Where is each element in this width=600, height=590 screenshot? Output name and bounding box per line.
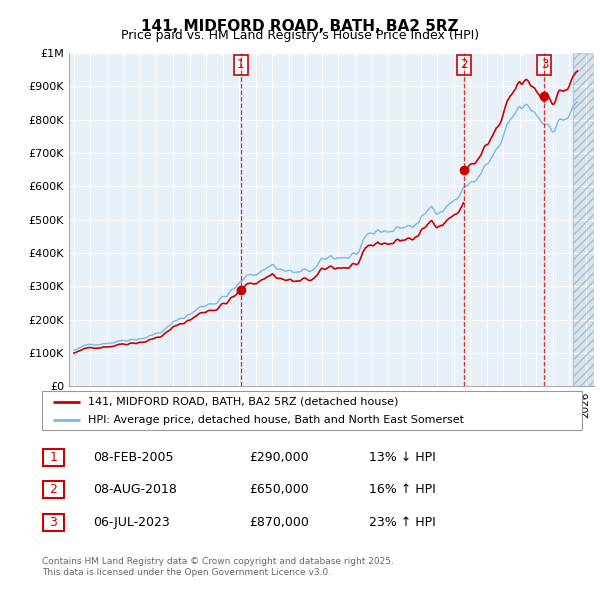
Text: Contains HM Land Registry data © Crown copyright and database right 2025.: Contains HM Land Registry data © Crown c… — [42, 557, 394, 566]
Text: £650,000: £650,000 — [249, 483, 309, 496]
Text: 13% ↓ HPI: 13% ↓ HPI — [369, 451, 436, 464]
Text: 2: 2 — [49, 483, 58, 496]
Text: This data is licensed under the Open Government Licence v3.0.: This data is licensed under the Open Gov… — [42, 568, 331, 577]
Text: 16% ↑ HPI: 16% ↑ HPI — [369, 483, 436, 496]
Text: 3: 3 — [49, 516, 58, 529]
Bar — [572, 53, 594, 386]
Text: 08-AUG-2018: 08-AUG-2018 — [93, 483, 177, 496]
Text: 141, MIDFORD ROAD, BATH, BA2 5RZ: 141, MIDFORD ROAD, BATH, BA2 5RZ — [141, 19, 459, 34]
Text: Price paid vs. HM Land Registry's House Price Index (HPI): Price paid vs. HM Land Registry's House … — [121, 30, 479, 42]
Text: 3: 3 — [541, 58, 548, 71]
Text: £870,000: £870,000 — [249, 516, 309, 529]
Text: 06-JUL-2023: 06-JUL-2023 — [93, 516, 170, 529]
Text: 23% ↑ HPI: 23% ↑ HPI — [369, 516, 436, 529]
Text: HPI: Average price, detached house, Bath and North East Somerset: HPI: Average price, detached house, Bath… — [88, 415, 464, 425]
Text: 1: 1 — [237, 58, 244, 71]
Bar — [572, 53, 594, 386]
Text: 08-FEB-2005: 08-FEB-2005 — [93, 451, 173, 464]
Text: 2: 2 — [460, 58, 467, 71]
Text: 1: 1 — [49, 451, 58, 464]
Text: 141, MIDFORD ROAD, BATH, BA2 5RZ (detached house): 141, MIDFORD ROAD, BATH, BA2 5RZ (detach… — [88, 397, 398, 407]
Text: £290,000: £290,000 — [249, 451, 308, 464]
